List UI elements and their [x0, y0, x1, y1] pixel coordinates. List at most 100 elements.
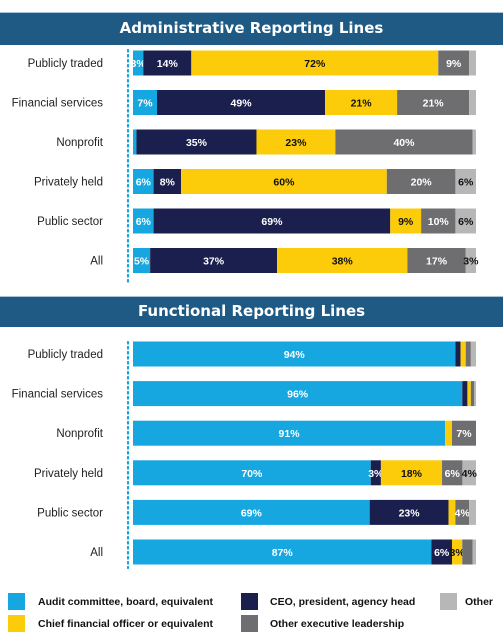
bar-segment-audit: [133, 248, 151, 273]
bar-segment-other: [455, 169, 476, 194]
bar-segment-other: [472, 129, 476, 155]
data-label: 21%: [423, 98, 445, 110]
bar-segment-other: [469, 50, 476, 76]
legend-label-audit: Audit committee, board, equivalent: [38, 596, 214, 608]
data-label: 6%: [136, 216, 152, 228]
data-label: 23%: [399, 507, 421, 519]
bar-segment-cfo: [448, 499, 456, 525]
data-label: 72%: [304, 58, 326, 70]
category-label: Financial services: [12, 389, 104, 401]
data-label: 5%: [134, 256, 150, 268]
bar-segment-cfo: [390, 208, 422, 234]
bar-segment-audit: [133, 499, 370, 525]
bar-segment-exec: [407, 248, 466, 273]
bar-segment-audit: [133, 460, 371, 486]
bar-segment-exec: [455, 499, 470, 525]
bar-segment-exec: [442, 460, 463, 486]
category-label: Public sector: [37, 216, 103, 228]
bar-segment-cfo: [191, 50, 439, 76]
data-label: 17%: [426, 256, 448, 268]
data-label: 20%: [411, 177, 433, 189]
bar-segment-exec: [438, 50, 470, 76]
legend-swatch-other: [440, 593, 457, 610]
data-label: 21%: [351, 98, 373, 110]
bar-segment-cfo: [181, 169, 387, 194]
data-label: 8%: [160, 177, 176, 189]
data-label: 87%: [272, 547, 294, 559]
bar-segment-audit: [133, 539, 432, 565]
bar-segment-other: [465, 248, 476, 273]
bar-segment-audit: [133, 420, 446, 446]
bar-segment-ceo: [455, 341, 461, 367]
category-label: All: [90, 256, 103, 268]
data-label: 6%: [458, 216, 474, 228]
data-label: 3%: [463, 256, 479, 268]
functional-chart-title: Functional Reporting Lines: [0, 296, 503, 327]
bar-segment-exec: [421, 208, 456, 234]
bar-segment-ceo: [150, 248, 278, 273]
legend-swatch-cfo: [8, 615, 25, 632]
data-label: 69%: [261, 216, 283, 228]
bar-segment-cfo: [467, 381, 471, 407]
bar-segment-ceo: [153, 208, 391, 234]
bar-segment-audit: [133, 50, 144, 76]
data-label: 3%: [131, 58, 147, 70]
bar-segment-cfo: [380, 460, 443, 486]
data-label: 6%: [136, 177, 152, 189]
data-label: 9%: [398, 216, 414, 228]
bar-segment-cfo: [256, 129, 336, 155]
legend-label-ceo: CEO, president, agency head: [270, 596, 416, 608]
bar-segment-cfo: [451, 539, 463, 565]
bar-segment-ceo: [370, 460, 381, 486]
bar-segment-other: [472, 539, 476, 565]
bar-segment-cfo: [325, 90, 398, 115]
bar-segment-ceo: [431, 539, 452, 565]
bar-segment-exec: [397, 90, 470, 115]
data-label: 7%: [137, 98, 153, 110]
bar-segment-audit: [133, 381, 463, 407]
data-label: 6%: [445, 468, 461, 480]
data-label: 40%: [393, 137, 415, 149]
bar-segment-ceo: [462, 381, 468, 407]
data-label: 49%: [231, 98, 253, 110]
bar-segment-cfo: [460, 341, 466, 367]
bar-segment-exec: [451, 420, 476, 446]
category-label: Publicly traded: [28, 58, 103, 70]
bar-segment-audit: [133, 208, 154, 234]
bar-segment-exec: [465, 341, 471, 367]
category-label: Publicly traded: [28, 349, 103, 361]
data-label: 70%: [241, 468, 263, 480]
data-label: 38%: [332, 256, 354, 268]
bar-segment-audit: [133, 169, 154, 194]
bar-segment-ceo: [369, 499, 449, 525]
data-label: 6%: [458, 177, 474, 189]
bar-segment-exec: [335, 129, 473, 155]
data-label: 3%: [450, 547, 466, 559]
data-label: 18%: [401, 468, 423, 480]
data-label: 6%: [434, 547, 450, 559]
data-label: 35%: [186, 137, 208, 149]
category-label: Nonprofit: [56, 137, 103, 149]
bar-segment-audit: [133, 341, 456, 367]
legend-label-cfo: Chief financial officer or equivalent: [38, 618, 214, 630]
data-label: 69%: [241, 507, 263, 519]
bar-segment-other: [455, 208, 476, 234]
bar-segment-other: [462, 460, 476, 486]
bar-segment-exec: [470, 381, 475, 407]
data-label: 37%: [203, 256, 225, 268]
bar-segment-ceo: [153, 169, 182, 194]
legend-label-other: Other: [465, 596, 494, 608]
category-label: All: [90, 547, 103, 559]
data-label: 4%: [462, 468, 478, 480]
bar-segment-other: [469, 499, 476, 525]
category-label: Privately held: [34, 177, 103, 189]
bar-segment-cfo: [277, 248, 408, 273]
bar-segment-other: [470, 341, 476, 367]
data-label: 94%: [284, 349, 306, 361]
category-label: Public sector: [37, 507, 103, 519]
category-label: Privately held: [34, 468, 103, 480]
data-label: 60%: [273, 177, 295, 189]
legend-label-exec: Other executive leadership: [270, 618, 405, 630]
bar-segment-other: [469, 90, 476, 115]
